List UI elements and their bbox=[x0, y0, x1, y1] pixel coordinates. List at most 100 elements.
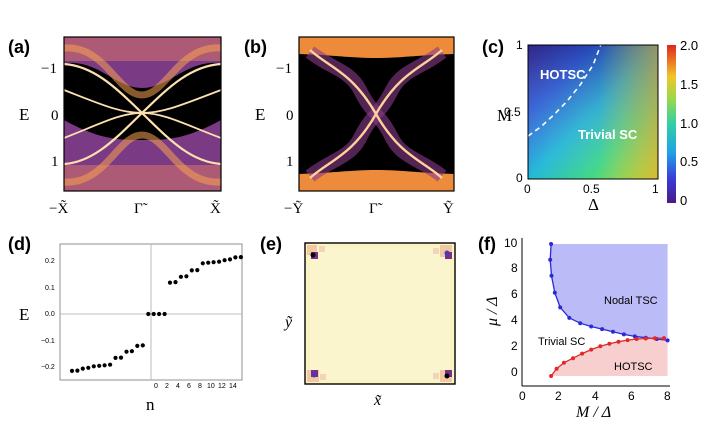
panel-c-annotation-trivial: Trivial SC bbox=[578, 127, 638, 142]
panel-d-ytick: 0.0 bbox=[45, 311, 55, 318]
panel-b-xticks: −Ỹ Γ̃ Ỹ bbox=[284, 201, 454, 217]
panel-e-xlabel: x̃ bbox=[373, 392, 382, 409]
eigenvalue-point bbox=[184, 274, 189, 279]
panel-a-heatmap bbox=[64, 37, 221, 191]
eigenvalue-point bbox=[211, 260, 216, 265]
phase-boundary-point bbox=[600, 327, 605, 332]
phase-boundary-point bbox=[589, 324, 594, 329]
phase-boundary-point bbox=[580, 351, 585, 356]
eigenvalue-point bbox=[108, 362, 113, 367]
panel-label-b: (b) bbox=[244, 37, 267, 57]
eigenvalue-point bbox=[75, 368, 80, 373]
panel-c: (c) HOTSC Trivial SC M Δ 1 0.5 0 0 0.5 1… bbox=[482, 37, 698, 214]
panel-d-ylabel: E bbox=[19, 305, 29, 324]
panel-f-lines bbox=[548, 242, 670, 378]
eigenvalue-point bbox=[86, 365, 91, 370]
phase-boundary-point bbox=[652, 336, 657, 341]
phase-boundary-point bbox=[567, 315, 572, 320]
panel-f-nodal-region bbox=[550, 244, 668, 341]
eigenvalue-point bbox=[97, 363, 102, 368]
panel-a-ytick: −1 bbox=[41, 61, 57, 77]
phase-boundary-point bbox=[578, 321, 583, 326]
eigenvalue-point bbox=[162, 311, 167, 317]
phase-boundary-point bbox=[634, 337, 639, 341]
phase-boundary-point bbox=[621, 332, 626, 337]
panel-c-heatmap bbox=[528, 45, 658, 179]
panel-c-xtick: 0.5 bbox=[583, 182, 600, 196]
phase-boundary-point bbox=[665, 338, 670, 343]
panel-c-ytick: 0.5 bbox=[504, 105, 521, 119]
panel-c-annotation-hotsc: HOTSC bbox=[540, 67, 586, 82]
eigenvalue-point bbox=[91, 364, 96, 369]
eigenvalue-point bbox=[206, 260, 211, 265]
panel-c-colorbar-ticks: 2.0 1.5 1.0 0.5 0 bbox=[680, 38, 698, 208]
colorbar-tick: 2.0 bbox=[680, 38, 698, 53]
eigenvalue-point bbox=[189, 268, 194, 273]
eigenvalue-point bbox=[195, 268, 200, 273]
panel-d-ytick: −0.1 bbox=[41, 338, 55, 345]
phase-boundary-point bbox=[598, 344, 603, 349]
panel-f-ytick: 10 bbox=[504, 236, 518, 250]
phase-boundary-point bbox=[616, 339, 621, 344]
panel-c-xtick: 1 bbox=[652, 182, 659, 196]
panel-c-xtick: 0 bbox=[524, 182, 531, 196]
panel-a-xticks: −X̃ Γ̃ X̃ bbox=[49, 200, 221, 217]
panel-f-yticks: 10 8 6 4 2 0 bbox=[504, 236, 518, 379]
panel-a-xtick: −X̃ bbox=[49, 200, 68, 217]
panel-d-ytick: −0.2 bbox=[41, 364, 55, 371]
panel-a-ylabel: E bbox=[19, 105, 29, 124]
phase-boundary-point bbox=[558, 305, 563, 310]
eigenvalue-point bbox=[118, 355, 124, 360]
panel-b-xtick: Γ̃ bbox=[369, 201, 383, 217]
panel-f-xtick: 6 bbox=[628, 389, 635, 403]
panel-d-ytick: 0.2 bbox=[45, 258, 55, 265]
panel-b-ytick: −1 bbox=[276, 61, 292, 77]
panel-d-xtick: 12 bbox=[218, 383, 226, 390]
panel-f-hotsc-region bbox=[551, 338, 668, 376]
phase-boundary-point bbox=[548, 257, 553, 262]
panel-b-ytick: 0 bbox=[286, 108, 294, 124]
panel-f-ytick: 2 bbox=[511, 339, 518, 353]
panel-c-yticks: 1 0.5 0 bbox=[504, 38, 523, 185]
panel-d-xtick: 6 bbox=[187, 383, 191, 390]
panel-f-xtick: 0 bbox=[519, 389, 526, 403]
phase-boundary-point bbox=[643, 336, 648, 341]
colorbar-tick: 0.5 bbox=[680, 154, 698, 169]
eigenvalue-point bbox=[140, 343, 145, 348]
eigenvalue-point bbox=[124, 349, 129, 354]
panel-d-yticks: 0.2 0.1 0.0 −0.1 −0.2 bbox=[41, 258, 55, 371]
colorbar-tick: 1.0 bbox=[680, 116, 698, 131]
panel-e-ylabel: ỹ bbox=[283, 314, 293, 331]
phase-boundary-point bbox=[611, 329, 615, 334]
eigenvalue-point bbox=[129, 349, 134, 354]
panel-d-xticks: 0 2 4 6 8 10 12 14 bbox=[154, 383, 237, 390]
eigenvalue-point bbox=[69, 368, 75, 373]
panel-f-ytick: 8 bbox=[511, 261, 518, 275]
eigenvalue-point bbox=[113, 355, 118, 360]
panel-label-d: (d) bbox=[8, 234, 31, 254]
panel-label-a: (a) bbox=[8, 37, 30, 57]
phase-boundary-point bbox=[554, 366, 559, 371]
panel-f-xtick: 8 bbox=[664, 389, 671, 403]
panel-b-xtick: −Ỹ bbox=[284, 201, 303, 217]
panel-label-c: (c) bbox=[482, 37, 504, 57]
eigenvalue-point bbox=[200, 261, 205, 266]
panel-c-ylabel: M bbox=[497, 106, 512, 125]
panel-d-xtick: 8 bbox=[198, 383, 202, 390]
panel-c-xticks: 0 0.5 1 bbox=[524, 182, 659, 196]
panel-f-ylabel: μ / Δ bbox=[484, 296, 501, 327]
eigenvalue-point bbox=[151, 311, 156, 317]
panel-c-colorbar bbox=[667, 45, 676, 203]
panel-f-ytick: 4 bbox=[511, 313, 518, 327]
eigenvalue-point bbox=[102, 363, 107, 368]
panel-a-yticks: −1 0 1 bbox=[41, 61, 59, 170]
phase-boundary-point bbox=[552, 290, 557, 295]
eigenvalue-point bbox=[135, 343, 140, 348]
panel-f-xtick: 2 bbox=[555, 389, 562, 403]
phase-boundary-point bbox=[549, 374, 554, 378]
panel-b-yticks: −1 0 1 bbox=[276, 61, 294, 170]
phase-boundary-point bbox=[549, 242, 554, 246]
panel-f: (f) Nodal TSC Trivial SC HOTSC 10 8 6 4 … bbox=[478, 234, 671, 421]
panel-d-xtick: 0 bbox=[154, 383, 158, 390]
